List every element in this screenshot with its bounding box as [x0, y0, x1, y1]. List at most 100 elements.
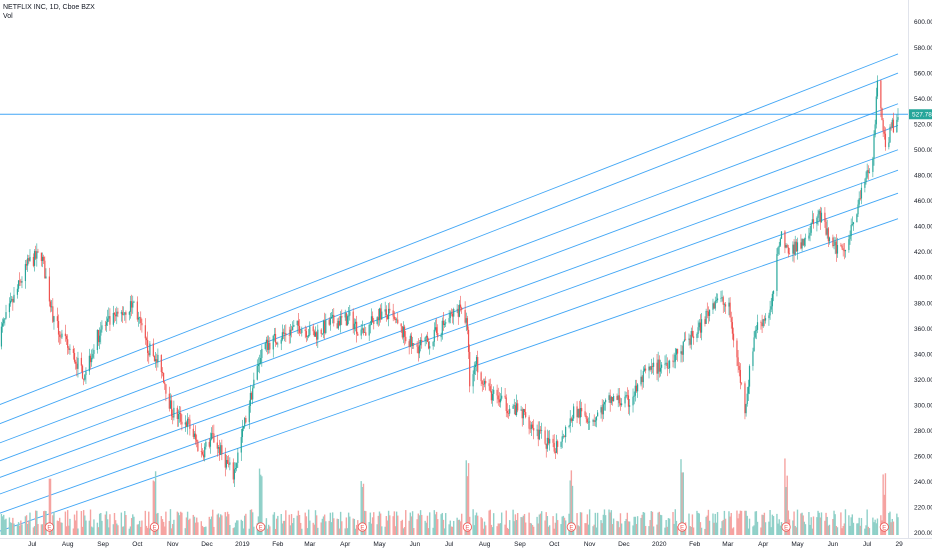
volume-bar	[289, 525, 292, 535]
trend-channel[interactable]	[0, 53, 899, 532]
candle-body	[689, 338, 691, 345]
volume-bar	[451, 526, 454, 535]
volume-bar	[795, 527, 798, 535]
candle-body	[626, 395, 628, 396]
channel-line[interactable]	[0, 169, 899, 495]
candle-body	[108, 316, 110, 319]
candle-body	[273, 333, 275, 336]
channel-line[interactable]	[0, 192, 899, 514]
volume-bar	[217, 513, 220, 535]
candle-body	[852, 222, 855, 225]
volume-bar	[184, 528, 187, 535]
volume-bar	[732, 527, 735, 535]
earnings-badge[interactable]	[44, 522, 54, 532]
candle-body	[68, 347, 70, 350]
volume-bar	[331, 512, 334, 535]
volume-bar	[784, 458, 786, 535]
volume-bar	[233, 527, 236, 535]
candle-body	[169, 400, 172, 409]
candle-body	[528, 417, 530, 429]
candle-body	[828, 237, 831, 242]
volume-bar	[554, 522, 557, 535]
volume-bar	[585, 523, 587, 535]
earnings-badge[interactable]	[256, 522, 266, 532]
earnings-marker[interactable]: E	[256, 522, 266, 532]
volume-bar	[521, 517, 523, 535]
candle-body	[276, 342, 278, 345]
candle-body	[59, 334, 61, 337]
volume-bar	[36, 510, 38, 535]
earnings-badge[interactable]	[566, 522, 576, 532]
candle-body	[554, 451, 556, 453]
volume-bar	[113, 512, 116, 535]
volume-bar	[516, 513, 519, 535]
candle-body	[448, 318, 450, 323]
volume-bar	[465, 460, 467, 535]
channel-line[interactable]	[0, 103, 899, 444]
volume-bar	[884, 473, 887, 535]
channel-line[interactable]	[0, 125, 899, 462]
earnings-badge[interactable]	[879, 522, 889, 532]
candle-body	[520, 409, 522, 411]
candle-body	[497, 395, 499, 400]
earnings-marker[interactable]: E	[44, 522, 54, 532]
earnings-marker[interactable]: E	[357, 522, 367, 532]
candle-body	[848, 239, 850, 250]
volume-bar	[513, 521, 515, 535]
candle-body	[859, 198, 861, 199]
channel-line[interactable]	[0, 218, 899, 532]
candle-body	[481, 381, 483, 384]
volume-bar	[628, 521, 631, 535]
time-axis[interactable]: Jul Aug Sep Oct Nov Dec 2019 Feb Mar Apr May Jun Jul…	[0, 538, 932, 549]
volume-bar	[152, 480, 155, 535]
volume-bar	[314, 510, 317, 535]
candle-body	[289, 329, 291, 336]
candle-body	[344, 313, 346, 318]
candle-body	[309, 326, 311, 335]
candle-body	[650, 366, 652, 370]
price-tick-label: 380.00	[914, 300, 932, 307]
volume-bar	[506, 527, 509, 535]
earnings-marker[interactable]: E	[677, 522, 687, 532]
earnings-marker[interactable]: E	[149, 522, 160, 532]
candle-body	[325, 319, 327, 334]
candle-body	[466, 318, 469, 330]
candle-body	[794, 241, 796, 255]
candle-body	[772, 290, 775, 294]
volume-bar	[341, 521, 343, 535]
channel-line[interactable]	[0, 72, 899, 425]
earnings-badge[interactable]	[462, 522, 473, 532]
candle-body	[178, 412, 181, 415]
candle-body	[112, 312, 114, 325]
volume-bar	[642, 512, 645, 535]
price-axis[interactable]: 200.00 220.00 240.00 260.00 280.00 300.00 320.…	[908, 0, 932, 538]
earnings-badge[interactable]	[677, 522, 687, 532]
channel-line[interactable]	[0, 149, 899, 478]
earnings-badge[interactable]	[149, 522, 160, 532]
candle-body	[124, 312, 126, 315]
earnings-badge[interactable]	[781, 522, 791, 532]
volume-bar	[577, 525, 579, 535]
candle-body	[93, 349, 95, 354]
earnings-badge[interactable]	[357, 522, 367, 532]
volume-bar	[792, 520, 794, 535]
volume-bar	[232, 528, 234, 535]
candle-body	[461, 307, 463, 311]
volume-bar	[328, 520, 330, 535]
volume-bar	[763, 512, 766, 535]
volume-bar	[395, 511, 398, 535]
candle-body	[88, 355, 90, 372]
candle-body	[472, 374, 474, 387]
time-tick-label: Mar	[304, 541, 316, 548]
earnings-marker[interactable]: E	[781, 522, 791, 532]
candle-body	[456, 308, 458, 310]
candle-body	[252, 388, 254, 400]
candle-body	[164, 382, 166, 385]
channel-line[interactable]	[0, 53, 899, 405]
volume-bar	[832, 518, 834, 535]
earnings-marker[interactable]: E	[566, 522, 576, 532]
earnings-marker[interactable]: E	[879, 522, 889, 532]
earnings-marker[interactable]: E	[462, 522, 473, 532]
candle-body	[595, 416, 598, 421]
